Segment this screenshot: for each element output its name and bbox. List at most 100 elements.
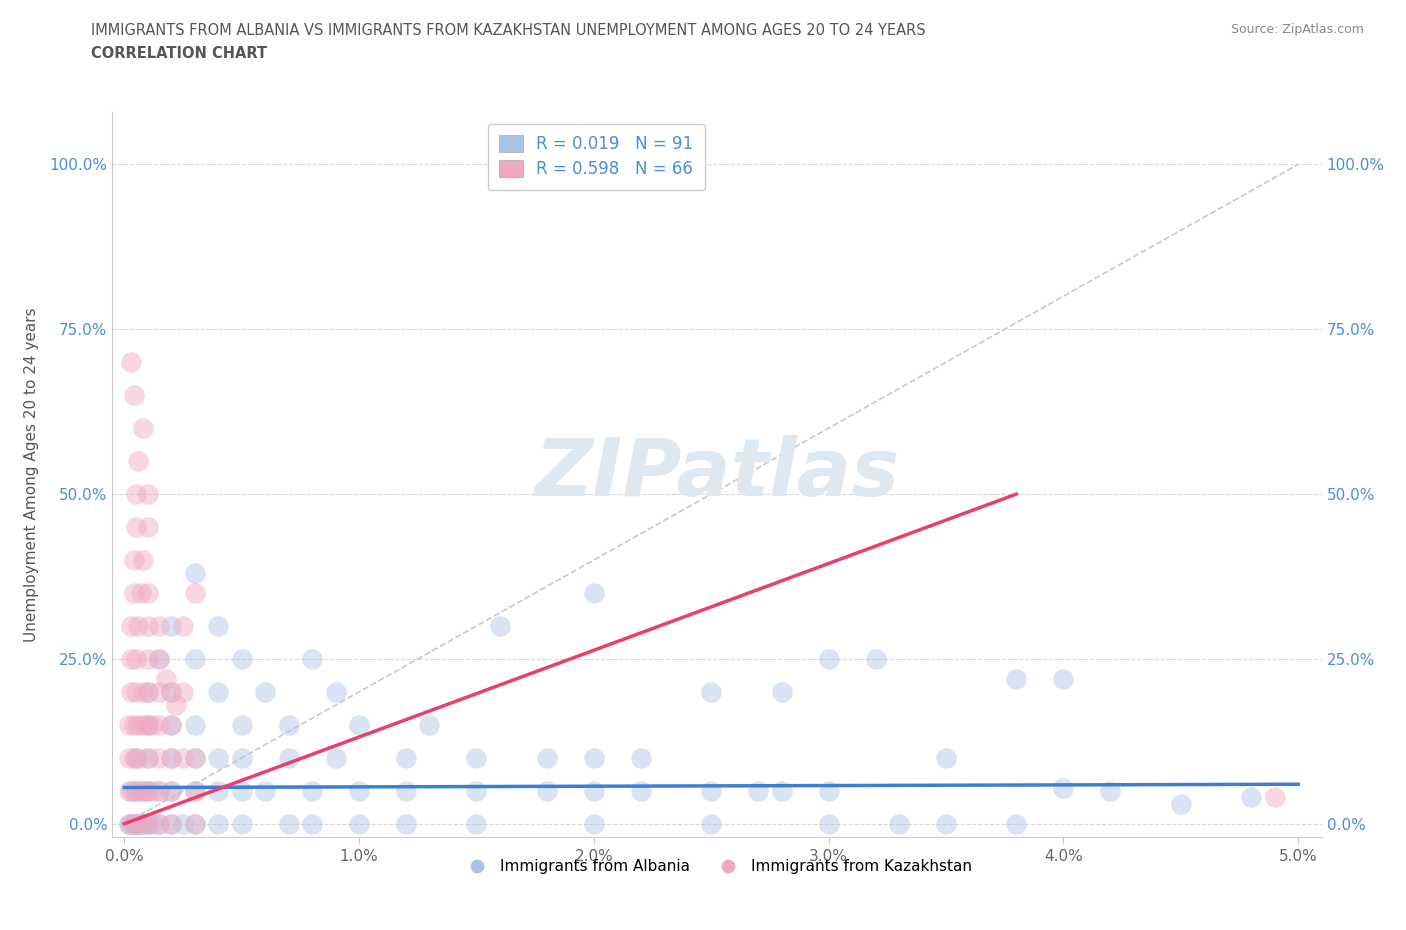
Point	[118, 783, 141, 798]
Point	[160, 783, 183, 798]
Point	[127, 717, 149, 732]
Point	[120, 817, 142, 831]
Point	[770, 684, 793, 699]
Point	[136, 618, 159, 633]
Point	[125, 817, 148, 831]
Point	[132, 817, 155, 831]
Point	[395, 783, 418, 798]
Point	[254, 684, 277, 699]
Point	[136, 751, 159, 765]
Point	[127, 618, 149, 633]
Point	[136, 684, 159, 699]
Point	[141, 817, 163, 831]
Point	[136, 717, 159, 732]
Point	[700, 817, 723, 831]
Point	[129, 586, 152, 601]
Text: IMMIGRANTS FROM ALBANIA VS IMMIGRANTS FROM KAZAKHSTAN UNEMPLOYMENT AMONG AGES 20: IMMIGRANTS FROM ALBANIA VS IMMIGRANTS FR…	[91, 23, 927, 38]
Point	[160, 618, 183, 633]
Point	[536, 783, 558, 798]
Point	[148, 817, 170, 831]
Point	[301, 817, 323, 831]
Point	[183, 751, 205, 765]
Point	[132, 783, 155, 798]
Point	[817, 817, 839, 831]
Point	[1052, 671, 1074, 686]
Point	[172, 751, 194, 765]
Point	[183, 783, 205, 798]
Point	[231, 717, 253, 732]
Point	[120, 618, 142, 633]
Point	[1240, 790, 1263, 804]
Point	[122, 717, 145, 732]
Point	[125, 684, 148, 699]
Point	[148, 652, 170, 667]
Point	[136, 684, 159, 699]
Point	[165, 698, 187, 712]
Point	[127, 817, 149, 831]
Point	[207, 751, 229, 765]
Point	[127, 751, 149, 765]
Legend: Immigrants from Albania, Immigrants from Kazakhstan: Immigrants from Albania, Immigrants from…	[456, 853, 979, 880]
Point	[118, 817, 141, 831]
Point	[155, 671, 177, 686]
Point	[1005, 817, 1028, 831]
Point	[347, 817, 370, 831]
Point	[160, 684, 183, 699]
Point	[418, 717, 440, 732]
Point	[325, 751, 347, 765]
Text: ZIPatlas: ZIPatlas	[534, 435, 900, 513]
Point	[301, 783, 323, 798]
Point	[231, 817, 253, 831]
Point	[1052, 780, 1074, 795]
Point	[132, 783, 155, 798]
Point	[118, 717, 141, 732]
Point	[160, 817, 183, 831]
Point	[700, 783, 723, 798]
Point	[136, 520, 159, 535]
Point	[148, 684, 170, 699]
Point	[132, 684, 155, 699]
Point	[122, 586, 145, 601]
Point	[347, 783, 370, 798]
Point	[136, 817, 159, 831]
Point	[582, 817, 605, 831]
Point	[172, 618, 194, 633]
Point	[120, 783, 142, 798]
Point	[817, 783, 839, 798]
Point	[183, 783, 205, 798]
Point	[1170, 797, 1192, 812]
Point	[122, 783, 145, 798]
Point	[935, 751, 957, 765]
Point	[172, 684, 194, 699]
Text: CORRELATION CHART: CORRELATION CHART	[91, 46, 267, 61]
Point	[160, 684, 183, 699]
Point	[148, 717, 170, 732]
Point	[183, 717, 205, 732]
Point	[148, 817, 170, 831]
Point	[160, 751, 183, 765]
Point	[136, 783, 159, 798]
Point	[122, 388, 145, 403]
Point	[1099, 783, 1122, 798]
Point	[118, 817, 141, 831]
Point	[132, 817, 155, 831]
Point	[141, 717, 163, 732]
Point	[207, 783, 229, 798]
Point	[325, 684, 347, 699]
Point	[127, 454, 149, 469]
Point	[183, 751, 205, 765]
Point	[536, 751, 558, 765]
Point	[770, 783, 793, 798]
Point	[136, 486, 159, 501]
Point	[747, 783, 769, 798]
Point	[141, 783, 163, 798]
Point	[935, 817, 957, 831]
Point	[160, 817, 183, 831]
Point	[136, 652, 159, 667]
Point	[120, 354, 142, 369]
Point	[207, 618, 229, 633]
Point	[277, 717, 299, 732]
Point	[160, 783, 183, 798]
Point	[582, 586, 605, 601]
Point	[125, 652, 148, 667]
